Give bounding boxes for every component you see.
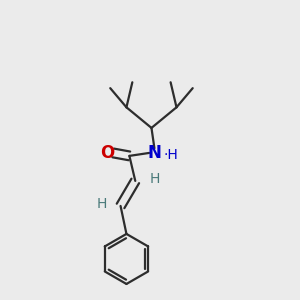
- Text: H: H: [96, 197, 106, 212]
- Text: ·H: ·H: [164, 148, 178, 162]
- Text: O: O: [100, 144, 114, 162]
- Text: H: H: [149, 172, 160, 186]
- Text: N: N: [148, 144, 161, 162]
